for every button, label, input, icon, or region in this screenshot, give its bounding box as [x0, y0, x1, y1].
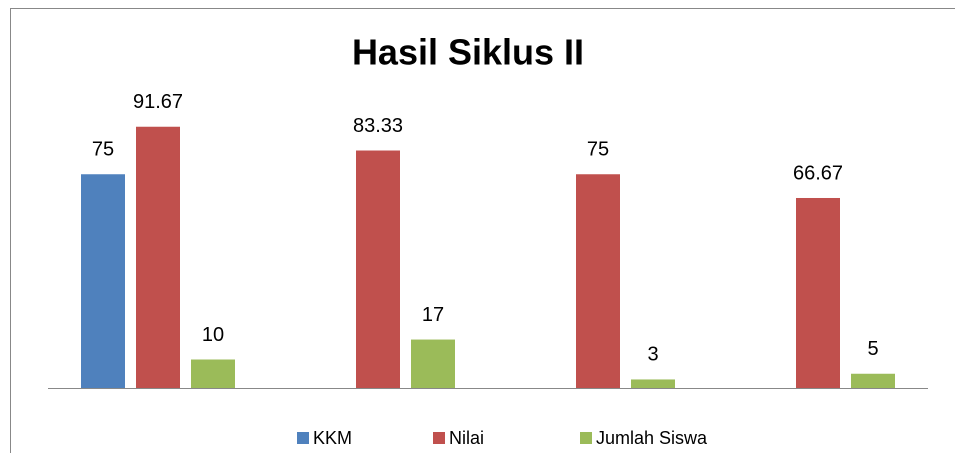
bar: [631, 379, 675, 388]
bar: [411, 339, 455, 388]
legend-swatch: [580, 432, 592, 444]
bar: [191, 359, 235, 388]
data-label: 17: [422, 304, 444, 326]
bar: [356, 150, 400, 388]
chart-title: Hasil Siklus II: [352, 32, 584, 73]
data-label: 75: [587, 139, 609, 161]
data-label: 5: [867, 338, 878, 360]
legend-swatch: [433, 432, 445, 444]
data-label: 75: [92, 139, 114, 161]
bar: [576, 174, 620, 388]
legend-swatch: [297, 432, 309, 444]
data-label: 83.33: [353, 115, 403, 137]
data-label: 66.67: [793, 162, 843, 184]
bar: [851, 373, 895, 388]
bar: [136, 126, 180, 388]
data-label: 3: [647, 344, 658, 366]
bar: [81, 174, 125, 388]
bar: [796, 197, 840, 388]
legend-label: Jumlah Siswa: [596, 428, 708, 448]
legend-label: KKM: [313, 428, 352, 448]
data-label: 10: [202, 324, 224, 346]
data-label: 91.67: [133, 91, 183, 113]
legend-label: Nilai: [449, 428, 484, 448]
